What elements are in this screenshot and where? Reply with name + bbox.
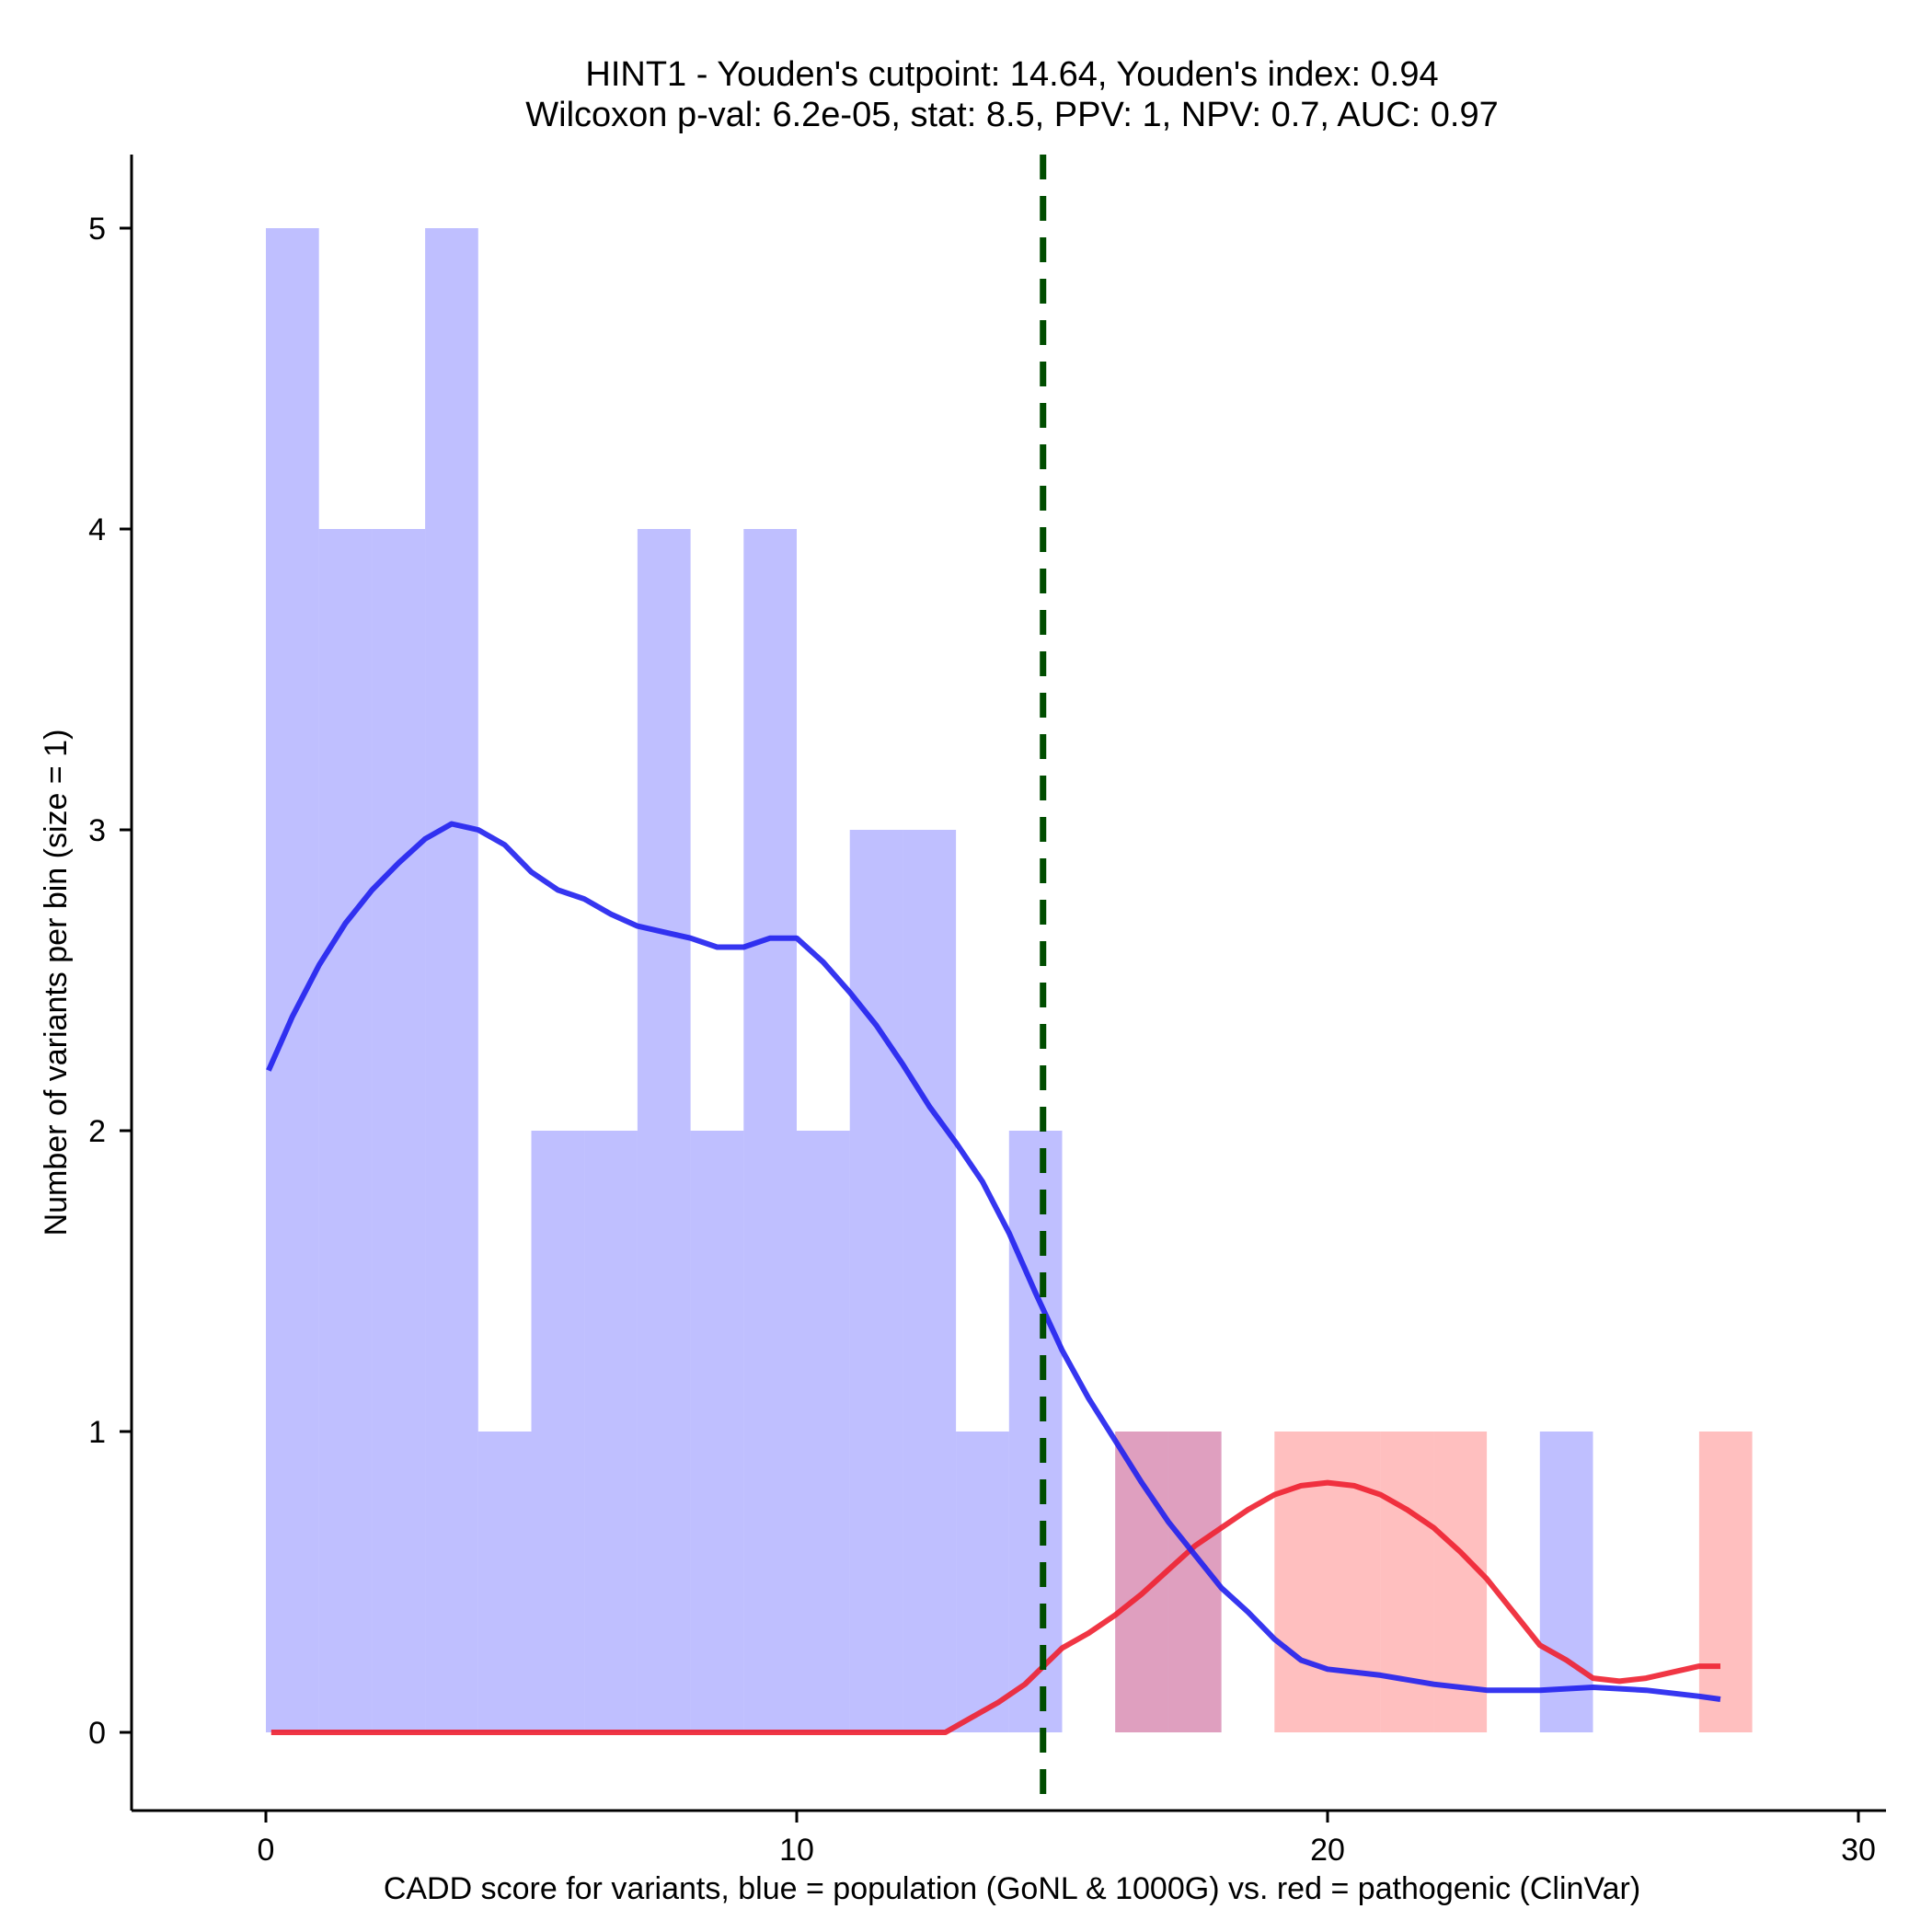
density-curves (266, 821, 1721, 1735)
x-axis-title: CADD score for variants, blue = populati… (384, 1871, 1640, 1906)
y-tick-label: 5 (88, 212, 106, 247)
pathogenic-bar (1698, 1432, 1753, 1732)
pathogenic-bar (1115, 1432, 1168, 1732)
x-tick-label: 0 (258, 1833, 275, 1868)
population-bar (903, 830, 957, 1732)
y-tick-label: 4 (88, 512, 106, 547)
pathogenic-bar (1433, 1432, 1488, 1732)
y-tick-label: 0 (88, 1716, 106, 1751)
population-bar (797, 1131, 850, 1732)
pathogenic-bar (1380, 1432, 1434, 1732)
pathogenic-bar (1167, 1432, 1222, 1732)
population-bar (477, 1432, 532, 1732)
pathogenic-density-line (270, 1479, 1720, 1735)
population-bar (743, 529, 797, 1732)
y-ticks: 0 1 2 3 4 5 (88, 212, 132, 1751)
pathogenic-bars (1115, 1432, 1753, 1732)
population-bar (531, 1131, 585, 1732)
population-bar (690, 1131, 744, 1732)
population-bar (372, 529, 426, 1732)
population-bar (1539, 1432, 1593, 1732)
x-tick-label: 20 (1310, 1833, 1345, 1868)
chart-title: HINT1 - Youden's cutpoint: 14.64, Youden… (585, 55, 1438, 94)
population-bars (266, 228, 1593, 1732)
axes (130, 155, 1886, 1812)
population-bar (318, 529, 373, 1732)
population-bar (956, 1432, 1009, 1732)
pathogenic-bar (1328, 1432, 1381, 1732)
x-tick-label: 10 (779, 1833, 814, 1868)
y-axis-title: Number of variants per bin (size = 1) (39, 730, 74, 1236)
population-bar (637, 529, 691, 1732)
y-tick-label: 1 (88, 1415, 106, 1450)
pathogenic-bar (1274, 1432, 1328, 1732)
y-tick-label: 2 (88, 1114, 106, 1149)
population-density-line (266, 821, 1721, 1702)
x-tick-label: 30 (1841, 1833, 1876, 1868)
population-bar (1008, 1131, 1063, 1732)
population-bar (425, 228, 478, 1732)
population-bar (584, 1131, 638, 1732)
y-tick-label: 3 (88, 813, 106, 848)
x-ticks: 0 10 20 30 (258, 1811, 1876, 1868)
population-bar (849, 830, 903, 1732)
chart-subtitle: Wilcoxon p-val: 6.2e-05, stat: 8.5, PPV:… (525, 96, 1498, 134)
